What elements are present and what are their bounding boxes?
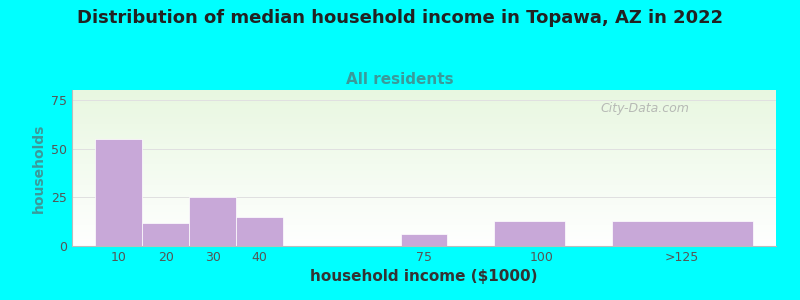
X-axis label: household income ($1000): household income ($1000) [310,269,538,284]
Bar [612,221,753,246]
Bar [142,223,190,246]
Bar [494,221,565,246]
Text: City-Data.com: City-Data.com [600,103,689,116]
Bar [236,217,283,246]
Y-axis label: households: households [31,123,46,213]
Bar [190,197,236,246]
Text: Distribution of median household income in Topawa, AZ in 2022: Distribution of median household income … [77,9,723,27]
Bar [95,139,142,246]
Bar [401,234,447,246]
Text: All residents: All residents [346,72,454,87]
